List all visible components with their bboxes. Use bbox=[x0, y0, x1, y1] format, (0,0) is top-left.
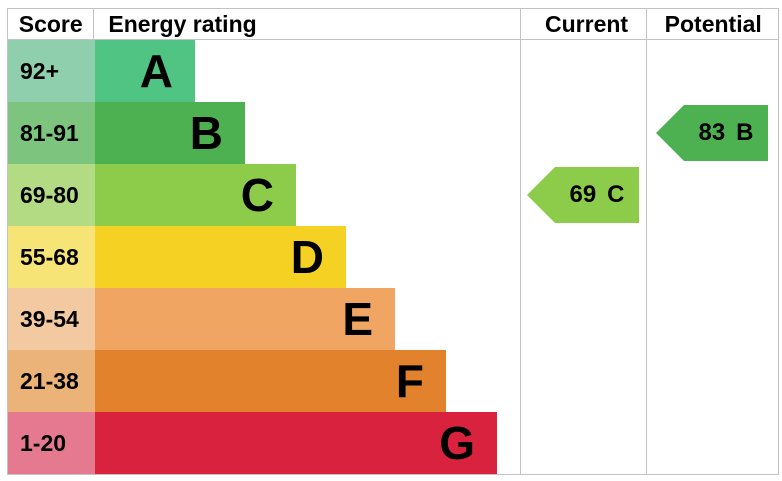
score-range-e: 39-54 bbox=[8, 288, 95, 350]
epc-band-row-b: 81-91 B bbox=[8, 102, 778, 164]
divider-current-potential bbox=[646, 9, 647, 474]
potential-band-letter: B bbox=[736, 119, 754, 146]
rating-bar-d: D bbox=[95, 226, 346, 288]
band-rows: 92+ A 81-91 B 69-80 C 55-68 D 39-54 E 21-38 F 1-20 G bbox=[8, 40, 778, 474]
score-range-c: 69-80 bbox=[8, 164, 95, 226]
current-band-letter: C bbox=[607, 181, 625, 208]
current-column-header: Current bbox=[545, 11, 629, 37]
rating-bar-c: C bbox=[95, 164, 296, 226]
epc-band-row-c: 69-80 C bbox=[8, 164, 778, 226]
epc-band-row-a: 92+ A bbox=[8, 40, 778, 102]
score-range-a: 92+ bbox=[8, 40, 95, 102]
score-range-f: 21-38 bbox=[8, 350, 95, 412]
potential-score-value: 83 bbox=[698, 119, 726, 146]
score-range-d: 55-68 bbox=[8, 226, 95, 288]
epc-band-row-f: 21-38 F bbox=[8, 350, 778, 412]
rating-bar-b: B bbox=[95, 102, 245, 164]
rating-bar-a: A bbox=[95, 40, 195, 102]
energy-rating-column-header: Energy rating bbox=[108, 11, 257, 37]
epc-band-row-d: 55-68 D bbox=[8, 226, 778, 288]
score-column-header: Score bbox=[8, 9, 95, 39]
potential-column-header: Potential bbox=[664, 11, 762, 37]
rating-bar-e: E bbox=[95, 288, 395, 350]
rating-bar-g: G bbox=[95, 412, 497, 474]
table-header: Score Energy rating Current Potential bbox=[8, 9, 778, 40]
epc-table: Score Energy rating Current Potential 92… bbox=[7, 8, 779, 475]
current-score-value: 69 bbox=[569, 181, 597, 208]
epc-band-row-g: 1-20 G bbox=[8, 412, 778, 474]
rating-bar-f: F bbox=[95, 350, 446, 412]
potential-rating-arrow: 83 B bbox=[656, 105, 768, 161]
divider-rating-current bbox=[520, 9, 521, 474]
score-range-g: 1-20 bbox=[8, 412, 95, 474]
score-range-b: 81-91 bbox=[8, 102, 95, 164]
current-rating-arrow: 69 C bbox=[527, 167, 639, 223]
epc-band-row-e: 39-54 E bbox=[8, 288, 778, 350]
